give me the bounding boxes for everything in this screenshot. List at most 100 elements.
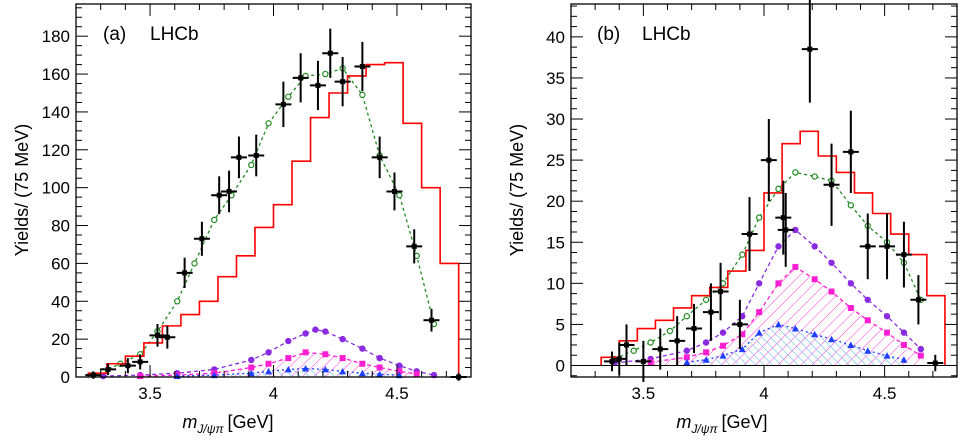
panel-a-data-point <box>292 53 309 103</box>
panel-a-component-green-marker <box>174 298 181 305</box>
panel-a-y-tick-label: 100 <box>42 179 70 198</box>
panel-a-component-green-marker <box>191 260 198 267</box>
panel-a-components-layer <box>99 65 438 380</box>
panel-a-xlabel-unit: [GeV] <box>228 412 274 432</box>
panel-a-component-purple-marker <box>396 362 403 369</box>
panel-b-x-tick-label: 3.5 <box>632 384 656 403</box>
panel-b-component-purple-marker <box>755 280 763 287</box>
panel-b-component-blue-marker <box>791 325 799 332</box>
panel-b-component-green-marker <box>647 339 654 346</box>
panel-b-data-point <box>842 110 859 193</box>
panel-b-data-point <box>879 213 896 280</box>
panel-a-experiment-label: LHCb <box>150 24 199 45</box>
panel-a-component-magenta-marker <box>322 351 329 358</box>
panel-a-component-green-marker <box>359 91 366 99</box>
panel-b-data-point <box>611 342 628 376</box>
panel-b-data-point <box>731 299 748 350</box>
panel-a-component-blue-line <box>177 367 400 377</box>
panel-b: 3.5 4 4.5 0 5 10 15 20 25 30 35 40 (b) LHCb Yields/… <box>507 0 958 436</box>
panel-a-data-point <box>230 136 247 179</box>
panel-a-component-green-line <box>102 67 435 372</box>
panel-b-ylabel: Yields/ (75 MeV) <box>507 124 527 256</box>
panel-b-xlabel-unit: [GeV] <box>722 412 768 432</box>
panel-a-component-magenta-marker <box>137 373 144 380</box>
panel-a-hatch-layer <box>140 352 417 377</box>
panel-a-y-tick-label: 60 <box>51 254 70 273</box>
panel-a-data-point <box>176 257 193 289</box>
panel-b-component-purple-marker <box>847 280 855 287</box>
panel-b-experiment-label: LHCb <box>642 24 691 45</box>
panel-a-component-green-marker <box>396 192 403 199</box>
panel-b-component-green-marker <box>792 169 799 176</box>
panel-a-label: (a) <box>103 24 126 45</box>
panel-a-data-point <box>248 134 265 177</box>
panel-b-component-magenta-marker <box>828 288 835 295</box>
panel-b-component-green-marker <box>702 296 710 303</box>
panel-b-component-green-marker <box>755 214 763 221</box>
panel-b-component-green-marker <box>666 327 674 335</box>
panel-a-data-point <box>159 325 176 349</box>
panel-b-component-magenta-marker <box>884 329 891 336</box>
panel-a-component-green-marker <box>265 120 272 127</box>
panel-b-label: (b) <box>597 24 620 45</box>
panel-a-axes-layer: 3.5 4 4.5 0 20 40 60 80 100 120 140 160 180 <box>42 3 472 403</box>
panel-a-data-point <box>211 176 228 215</box>
panel-a-x-tick-label: 4 <box>269 384 278 403</box>
panel-b-component-blue-marker <box>702 356 710 363</box>
panel-a-fit-layer <box>87 61 460 377</box>
panel-a-x-tick-label: 4.5 <box>385 384 409 403</box>
panel-b-data-point <box>859 213 876 280</box>
panel-a-component-purple-marker <box>312 326 319 333</box>
panel-a-component-purple-marker <box>265 349 272 356</box>
panel-a-component-blue-marker <box>302 364 310 372</box>
panel-b-data-layer <box>604 0 944 382</box>
panel-a-component-magenta-marker <box>413 371 420 378</box>
panel-a-component-purple-marker <box>248 356 255 364</box>
panel-b-component-purple-marker <box>900 329 908 336</box>
panel-a-y-tick-label: 0 <box>61 368 70 387</box>
panel-b-component-magenta-marker <box>917 352 924 359</box>
panel-b-total-fit-line <box>600 130 946 366</box>
panel-a-data-point <box>275 81 292 128</box>
panel-a-component-purple-marker <box>359 345 366 352</box>
panel-b-data-point <box>760 119 777 202</box>
panel-a-component-purple-marker <box>302 330 309 337</box>
panel-b-data-point <box>775 180 792 255</box>
panel-b-x-tick-label: 4 <box>759 384 768 403</box>
panel-b-component-magenta-marker <box>792 263 799 270</box>
panel-b-fit-layer <box>600 130 946 366</box>
panel-b-hatch-cyan <box>686 324 904 366</box>
panel-a-y-tick-label: 80 <box>51 217 70 236</box>
panel-a-y-tick-label: 140 <box>42 103 70 122</box>
panel-b-component-blue-marker <box>828 335 836 343</box>
panel-a-component-purple-marker <box>376 354 383 362</box>
panel-b-data-point <box>712 262 729 321</box>
panel-b-component-green-marker <box>847 202 855 209</box>
panel-b-component-purple-marker <box>775 243 782 250</box>
panel-b-component-magenta-marker <box>847 304 854 311</box>
panel-b-component-purple-marker <box>719 329 727 336</box>
panel-a-component-green-marker <box>211 216 218 224</box>
panel-a-component-green-marker <box>322 70 329 78</box>
panel-b-hatch-layer <box>650 266 921 366</box>
panel-b-y-tick-label: 5 <box>556 315 565 334</box>
panel-a-data-point <box>322 28 339 78</box>
panel-b-component-magenta-marker <box>756 309 763 316</box>
panel-a-component-magenta-marker <box>339 355 346 362</box>
panel-b-y-tick-label: 30 <box>546 110 565 129</box>
panel-b-component-blue-marker <box>755 329 763 336</box>
panel-a-data-point <box>354 41 371 92</box>
panel-a-component-green-marker <box>285 93 292 100</box>
panel-b-component-blue-marker <box>774 320 782 328</box>
panel-b-data-point <box>895 221 912 288</box>
panel-b-data-point <box>652 328 669 370</box>
panel-b-component-green-marker <box>811 173 818 180</box>
panel-a-y-tick-label: 20 <box>51 330 70 349</box>
panel-a-data-point <box>132 354 149 370</box>
panel-a-y-tick-label: 40 <box>51 292 70 311</box>
panel-b-y-tick-label: 35 <box>546 69 565 88</box>
panel-b-component-green-line <box>614 171 922 360</box>
panel-a-data-point <box>386 172 403 211</box>
panel-b-data-point <box>702 283 719 341</box>
panel-a-component-magenta-marker <box>359 360 366 367</box>
